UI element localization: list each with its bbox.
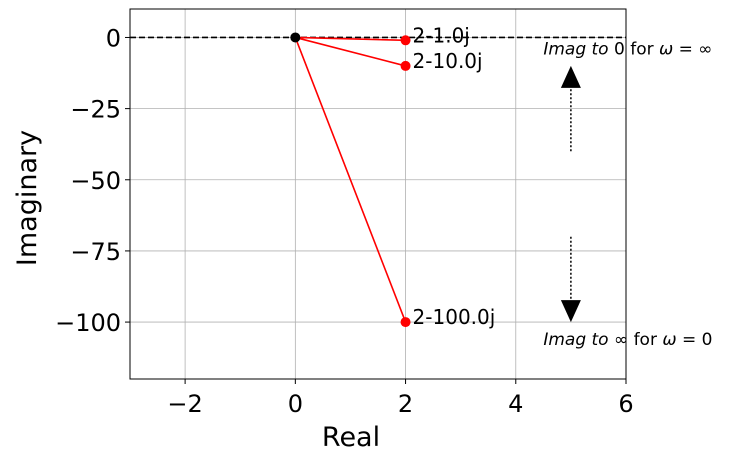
y-tick-label: −75	[70, 238, 121, 266]
data-point	[400, 317, 411, 328]
x-tick-label: −2	[167, 390, 202, 418]
y-ticks: 0 −25 −50 −75 −100	[55, 24, 130, 337]
axes	[129, 8, 627, 380]
y-tick-label: −100	[55, 309, 121, 337]
y-tick-label: −25	[70, 96, 121, 124]
series-line	[295, 36, 406, 42]
x-tick-label: 2	[398, 390, 413, 418]
data-label: 2-10.0j	[413, 49, 483, 73]
x-tick-label: 0	[288, 390, 303, 418]
y-tick-label: −50	[70, 167, 121, 195]
data-point	[400, 35, 411, 46]
data-label: 2-1.0j	[413, 23, 470, 47]
x-axis-label: Real	[322, 422, 380, 453]
annotation-text: Imag to 0 for ω = ∞	[543, 40, 712, 60]
annotation-arrow-head	[560, 65, 581, 88]
x-tick-label: 6	[618, 390, 633, 418]
y-axis-label: Imaginary	[12, 130, 43, 266]
series-line	[294, 37, 407, 323]
annotations: Imag to 0 for ω = ∞ Imag to ∞ for ω = 0	[543, 40, 712, 350]
series-line	[295, 36, 406, 67]
origin-point	[290, 32, 301, 43]
axes-frame	[129, 8, 627, 380]
x-ticks: −2 0 2 4 6	[167, 379, 634, 418]
annotation-arrow-head	[560, 300, 581, 323]
plot-area: 2-1.0j2-10.0j 2-100.0j	[130, 23, 626, 329]
grid	[130, 9, 627, 379]
y-tick-label: 0	[106, 24, 121, 52]
annotation-text: Imag to ∞ for ω = 0	[543, 330, 712, 350]
x-tick-label: 4	[508, 390, 523, 418]
data-label: 2-100.0j	[413, 305, 496, 329]
data-point	[400, 60, 411, 71]
